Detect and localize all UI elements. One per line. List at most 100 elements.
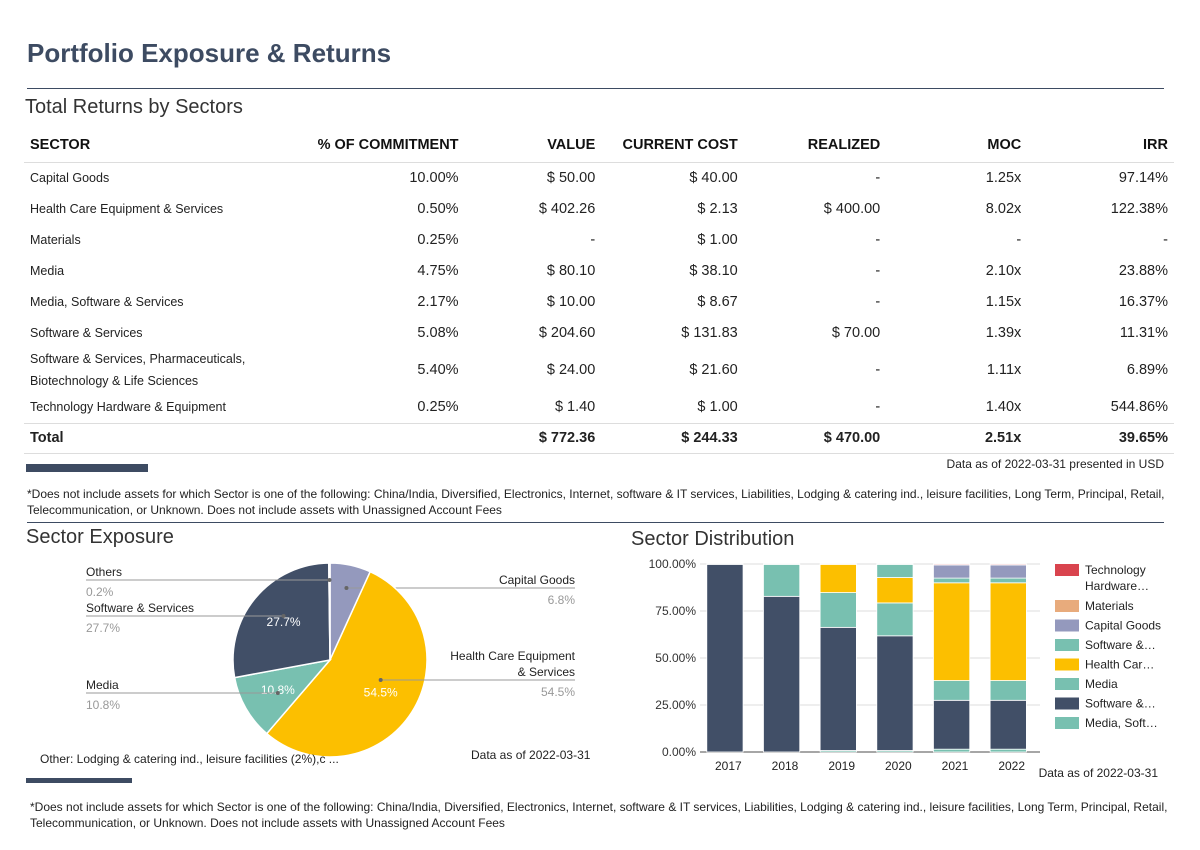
column-header: SECTOR	[24, 128, 288, 163]
column-header: IRR	[1027, 128, 1174, 163]
total-cell: Total	[24, 422, 288, 454]
bar-segment	[819, 563, 857, 593]
pie-label: Capital Goods	[499, 573, 575, 587]
leader-dot	[344, 586, 349, 590]
sector-cell: Software & Services	[30, 325, 143, 340]
returns-heading: Total Returns by Sectors	[25, 96, 243, 118]
value-cell: $ 1.00	[697, 399, 738, 416]
bar-segment	[989, 577, 1027, 584]
x-tick-label: 2021	[942, 759, 969, 773]
bar-segment	[989, 680, 1027, 701]
legend-swatch	[1055, 658, 1079, 671]
column-header: % OF COMMITMENT	[287, 128, 465, 163]
table-row: Materials 0.25% - $ 1.00 - - -	[24, 224, 1174, 255]
value-cell: -	[590, 231, 596, 248]
value-cell: -	[875, 293, 881, 310]
pie-label: Health Care Equipment & Services	[450, 649, 575, 679]
value-cell: $ 402.26	[538, 200, 596, 217]
value-cell: 1.25x	[985, 169, 1022, 186]
pie-slice	[232, 562, 331, 679]
bar-segment	[876, 635, 914, 751]
legend-label: Media	[1085, 677, 1118, 691]
y-tick-label: 100.00%	[649, 557, 697, 571]
value-cell: -	[875, 262, 881, 279]
sector-cell: Health Care Equipment & Services	[30, 201, 224, 216]
value-cell: $ 131.83	[681, 324, 738, 341]
bar-segment	[989, 582, 1027, 681]
value-cell: $ 38.10	[689, 262, 738, 279]
table-row: Health Care Equipment & Services 0.50% $ 4…	[24, 193, 1174, 224]
table-row: Media, Software & Services 2.17% $ 10.00 $ …	[24, 286, 1174, 317]
value-cell: 5.08%	[417, 324, 459, 341]
pie-label: Others	[86, 565, 122, 579]
pie-slice	[265, 570, 428, 758]
total-cell: 39.65%	[1027, 422, 1174, 454]
bar-segment	[933, 564, 971, 579]
value-cell: 544.86%	[1110, 399, 1168, 416]
column-header: REALIZED	[743, 128, 887, 163]
bar-segment	[933, 748, 971, 753]
value-cell: $ 40.00	[689, 169, 738, 186]
value-cell: 10.00%	[409, 169, 459, 186]
bar-segment	[706, 563, 744, 753]
value-cell: 1.15x	[985, 293, 1022, 310]
bar-segment	[989, 564, 1027, 579]
returns-table: SECTOR% OF COMMITMENT VALUE CURRENT COST RE…	[24, 128, 1174, 454]
table-row: Software & Services, Pharmaceuticals, Bi…	[24, 348, 1174, 392]
y-tick-label: 25.00%	[655, 698, 696, 712]
value-cell: $ 80.10	[546, 262, 596, 279]
pie-other-note: Other: Lodging & catering ind., leisure …	[40, 752, 339, 766]
bar-segment	[989, 748, 1027, 753]
x-tick-label: 2020	[885, 759, 912, 773]
bar-segment	[819, 626, 857, 751]
sector-cell: Media, Software & Services	[30, 294, 184, 309]
bar-segment	[933, 699, 971, 750]
legend-swatch	[1055, 600, 1079, 612]
value-cell: 122.38%	[1110, 200, 1168, 217]
pie-label: Software & Services	[86, 601, 194, 615]
bar-segment	[876, 577, 914, 604]
column-header: VALUE	[464, 128, 602, 163]
sector-cell: Software & Services, Pharmaceuticals, Bi…	[30, 352, 246, 388]
x-tick-label: 2018	[772, 759, 799, 773]
value-cell: $ 21.60	[689, 362, 738, 378]
value-cell: -	[875, 231, 881, 248]
returns-footnote: *Does not include assets for which Secto…	[27, 487, 1165, 517]
total-cell: $ 244.33	[601, 422, 744, 454]
value-cell: $ 400.00	[823, 200, 881, 217]
legend-label: Health Car…	[1085, 658, 1154, 672]
bar-segment	[763, 563, 801, 597]
value-cell: $ 10.00	[546, 293, 596, 310]
bar-segment	[819, 592, 857, 628]
pie-label: Media	[86, 678, 119, 692]
value-cell: 97.14%	[1118, 169, 1168, 186]
legend-label: Media, Soft…	[1085, 716, 1158, 730]
total-row: Total $ 772.36 $ 244.33 $ 470.00 2.51x 39.65%	[24, 422, 1174, 454]
value-cell: 8.02x	[985, 200, 1022, 217]
value-cell: 1.39x	[985, 324, 1022, 341]
value-cell: 0.25%	[417, 399, 459, 416]
legend-swatch	[1055, 717, 1079, 729]
value-cell: -	[1163, 231, 1168, 248]
legend-swatch	[1055, 678, 1079, 690]
value-cell: $ 70.00	[831, 324, 881, 341]
y-tick-label: 0.00%	[662, 745, 696, 759]
value-cell: 2.17%	[417, 293, 459, 310]
legend-label: Materials	[1085, 599, 1134, 613]
bar-segment	[989, 563, 1027, 566]
pie-as-of: Data as of 2022-03-31	[471, 748, 591, 762]
bar-segment	[876, 602, 914, 637]
value-cell: -	[1016, 231, 1022, 248]
exposure-heading: Sector Exposure	[26, 526, 174, 548]
bar-segment	[933, 680, 971, 701]
leader-dot	[275, 691, 280, 695]
column-header: MOC	[886, 128, 1028, 163]
table-row: Media 4.75% $ 80.10 $ 38.10 - 2.10x 23.88%	[24, 255, 1174, 286]
table-row: Software & Services 5.08% $ 204.60 $ 131.83…	[24, 317, 1174, 348]
bar-as-of: Data as of 2022-03-31	[1039, 766, 1159, 780]
legend-label: Software &…	[1085, 638, 1156, 652]
sector-cell: Capital Goods	[30, 170, 110, 185]
value-cell: $ 1.40	[554, 399, 596, 416]
x-tick-label: 2017	[715, 759, 742, 773]
total-cell	[287, 422, 465, 454]
